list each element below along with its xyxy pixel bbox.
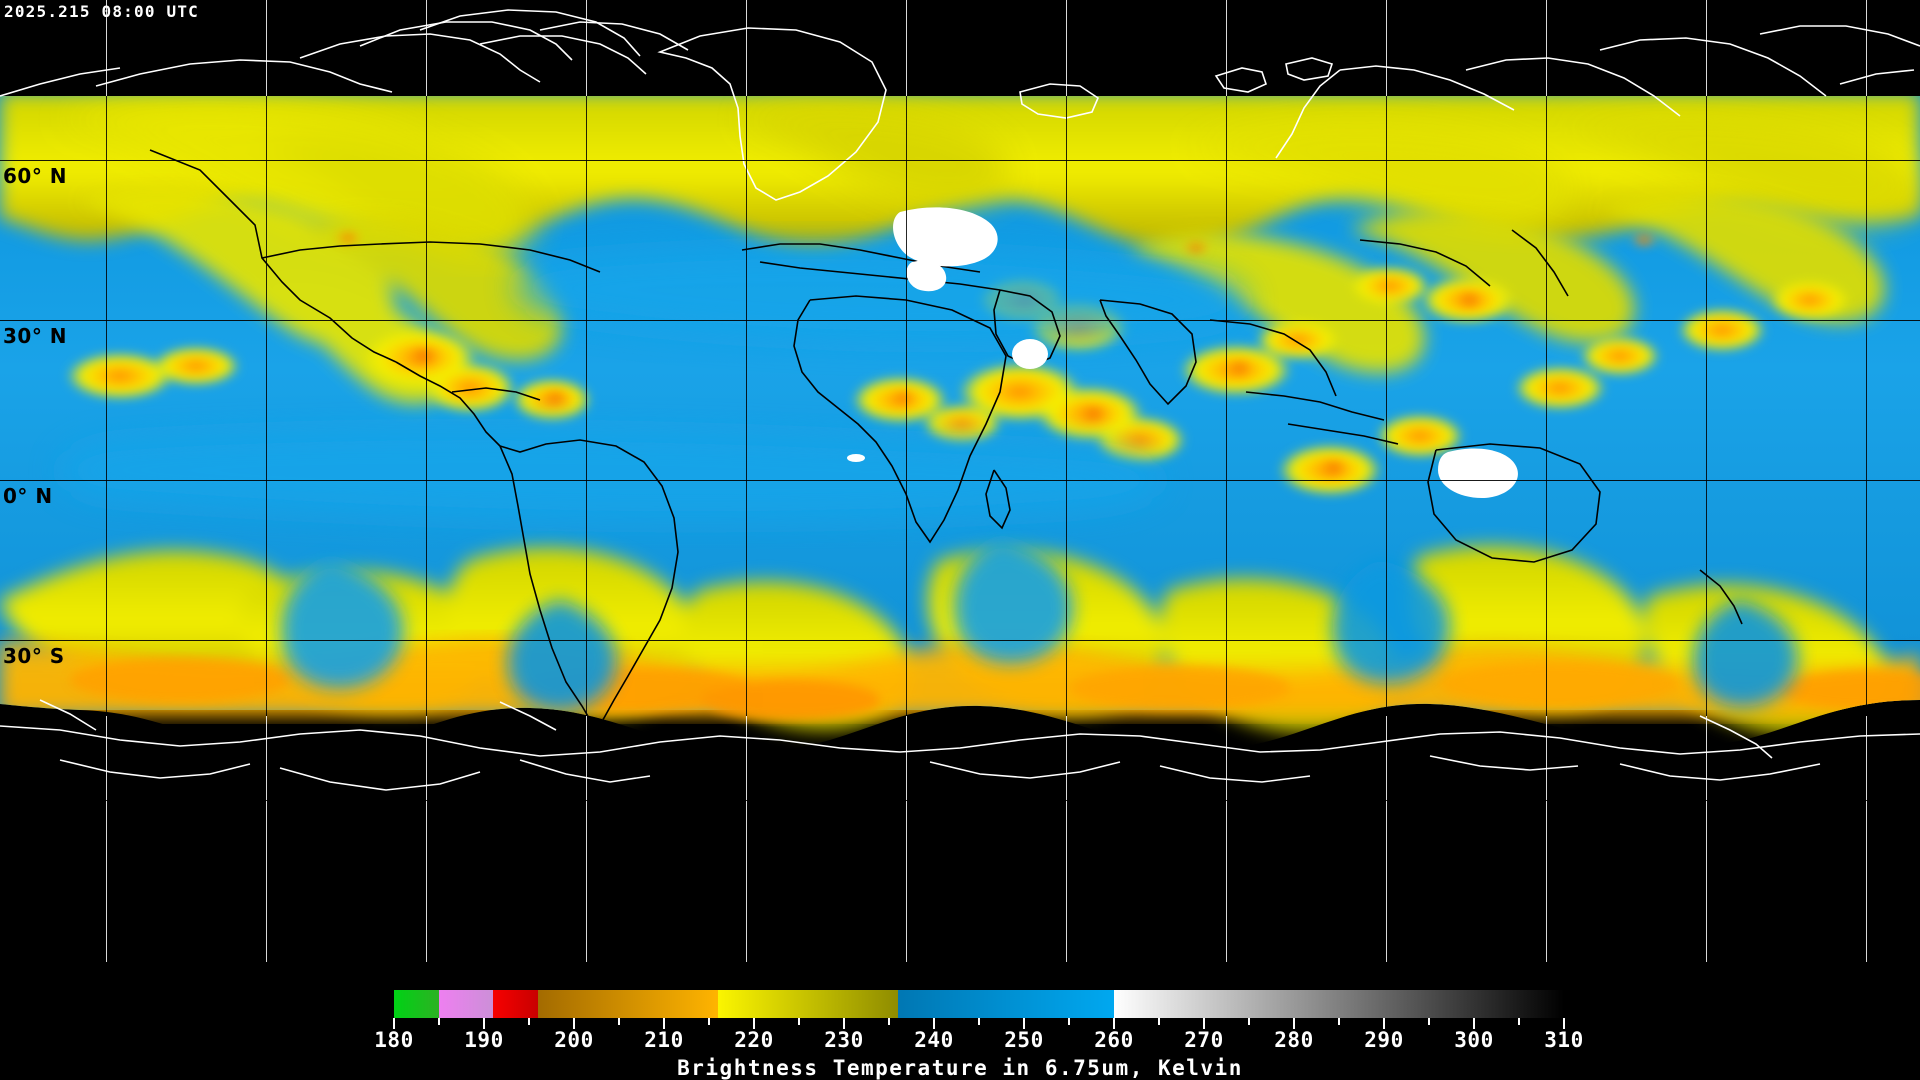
colorbar-minor-tick-215 [708,1018,710,1025]
lat-label-60s: 60° S [3,804,65,828]
lat-label-30s: 30° S [3,644,65,668]
colorbar-segment-green [394,990,439,1018]
colorbar-label-310: 310 [1544,1028,1584,1052]
colorbar-tick-210 [663,1018,665,1029]
colorbar-segment-blue [898,990,1114,1018]
colorbar-tick-190 [483,1018,485,1029]
coastlines-polar-region [0,9,1920,791]
colorbar-caption: Brightness Temperature in 6.75um, Kelvin [677,1056,1243,1080]
coastlines-data-region [149,149,1743,731]
colorbar-label-210: 210 [644,1028,684,1052]
lat-label-0: 0° N [3,484,53,508]
colorbar-minor-tick-305 [1518,1018,1520,1025]
colorbar-minor-tick-265 [1158,1018,1160,1025]
colorbar-minor-tick-275 [1248,1018,1250,1025]
colorbar-tick-300 [1473,1018,1475,1029]
swath-group [0,96,1920,736]
colorbar-minor-tick-235 [888,1018,890,1025]
colorbar-tick-labels: 180 190 200 210 220 230 240 250 260 270 280 290 300 3… [374,1028,1583,1054]
colorbar-minor-tick-195 [528,1018,530,1025]
colorbar-gradient [394,990,1564,1018]
colorbar-minor-tick-205 [618,1018,620,1025]
colorbar-tick-290 [1383,1018,1385,1029]
lat-label-60n: 60° N [3,164,68,188]
colorbar-label-270: 270 [1184,1028,1224,1052]
colorbar-segment-dark-orange [538,990,718,1018]
colorbar-label-190: 190 [464,1028,504,1052]
sh-subpolar-band [0,637,1920,716]
water-vapor-svg [0,9,1920,791]
colorbar-segment-violet [439,990,493,1018]
sh-dry-intrusions [281,540,1798,711]
colorbar-panel: 180 190 200 210 220 230 240 250 260 270 280 290 300 3… [0,962,1920,1080]
colorbar-tick-270 [1203,1018,1205,1029]
colorbar-minor-tick-295 [1428,1018,1430,1025]
colorbar-label-180: 180 [374,1028,414,1052]
colorbar-tick-240 [933,1018,935,1029]
water-vapor-raster [0,9,1920,791]
colorbar-label-220: 220 [734,1028,774,1052]
lat-label-30n: 30° N [3,324,68,348]
colorbar-ticks [393,1018,1565,1030]
colorbar-label-300: 300 [1454,1028,1494,1052]
colorbar-tick-180 [393,1018,395,1029]
colorbar-label-240: 240 [914,1028,954,1052]
timestamp-label: 2025.215 08:00 UTC [4,2,199,21]
colorbar-tick-310 [1563,1018,1565,1029]
colorbar-minor-tick-225 [798,1018,800,1025]
white-surface-patches [847,207,1518,498]
colorbar-label-200: 200 [554,1028,594,1052]
colorbar-segment-grayscale [1114,990,1564,1018]
nh-midlat-streamers [80,186,1885,404]
colorbar-tick-250 [1023,1018,1025,1029]
colorbar-minor-tick-285 [1338,1018,1340,1025]
colorbar-tick-260 [1113,1018,1115,1029]
colorbar-minor-tick-255 [1068,1018,1070,1025]
colorbar-segment-yellow-olive [718,990,898,1018]
colorbar-label-260: 260 [1094,1028,1134,1052]
subtropical-dry-belts [60,248,1248,522]
colorbar-label-250: 250 [1004,1028,1044,1052]
colorbar-tick-280 [1293,1018,1295,1029]
satellite-map-panel: 60° N 30° N 0° N 30° S 60° S [0,0,1920,962]
colorbar-segment-red [493,990,538,1018]
colorbar-minor-tick-245 [978,1018,980,1025]
colorbar-tick-200 [573,1018,575,1029]
colorbar-tick-230 [843,1018,845,1029]
colorbar-minor-tick-185 [438,1018,440,1025]
brightness-temperature-field [0,9,1920,791]
colorbar-label-290: 290 [1364,1028,1404,1052]
colorbar-label-280: 280 [1274,1028,1314,1052]
colorbar-tick-220 [753,1018,755,1029]
colorbar-label-230: 230 [824,1028,864,1052]
